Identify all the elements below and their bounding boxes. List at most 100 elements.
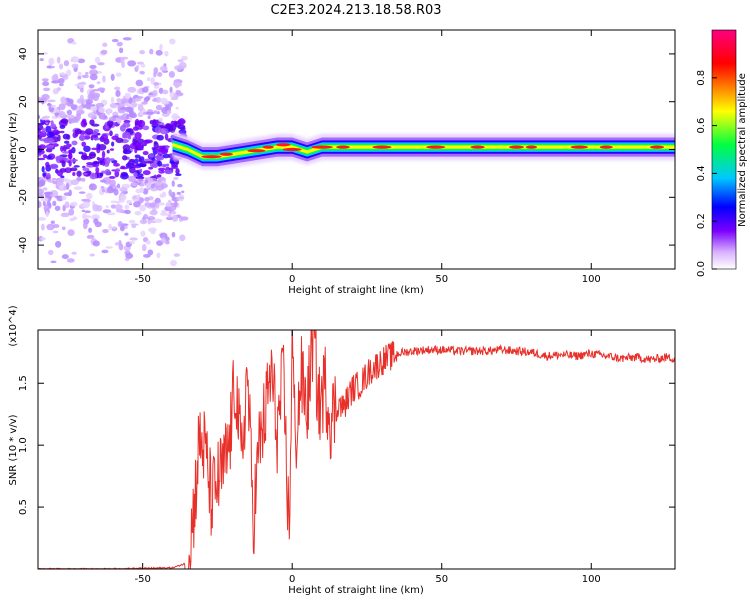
noise-blob [96, 81, 101, 85]
noise-blob [127, 86, 137, 93]
noise-blob [90, 106, 98, 112]
noise-blob [56, 87, 62, 91]
noise-blob [139, 219, 148, 225]
noise-blob [147, 249, 154, 256]
noise-blob [39, 58, 44, 62]
noise-blob [85, 71, 89, 75]
noise-blob [42, 187, 48, 191]
noise-blob [178, 61, 187, 70]
noise-blob [127, 161, 132, 167]
noise-blob [73, 165, 80, 168]
noise-blob [38, 124, 44, 131]
spectrogram-panel: -50 0 50 100 -40 -20 0 20 40 Height of straight … [8, 29, 676, 296]
noise-blob [70, 104, 78, 111]
noise-blob [135, 79, 144, 87]
noise-blob [149, 120, 154, 125]
noise-blob [137, 176, 143, 180]
noise-blob [88, 84, 95, 89]
noise-blob [171, 180, 175, 187]
noise-blob [70, 179, 79, 186]
noise-blob [48, 249, 54, 256]
noise-blob [141, 101, 148, 105]
noise-blob [97, 143, 107, 151]
noise-blob [159, 127, 169, 135]
noise-blob [157, 160, 163, 167]
noise-blob [76, 113, 82, 121]
noise-blob [58, 185, 64, 190]
noise-blob [168, 71, 175, 78]
noise-blob [55, 240, 62, 248]
noise-blob [140, 71, 145, 75]
colorbar-tick-label: 0.4 [696, 165, 707, 181]
noise-blob [128, 175, 137, 183]
noise-blob [129, 166, 136, 174]
noise-blob [54, 195, 60, 199]
snr-ylabel: SNR (10 * v/v) [8, 414, 19, 485]
noise-blob [81, 141, 87, 147]
noise-blob [48, 57, 55, 65]
noise-blob [156, 174, 162, 178]
noise-blob [160, 163, 168, 168]
noise-blob [144, 197, 150, 202]
noise-blob [116, 97, 122, 103]
noise-blob [142, 125, 150, 131]
snr-ytick-label: 0.5 [18, 499, 29, 515]
noise-blob [112, 226, 116, 229]
snr-ytick-label: 1.5 [18, 375, 29, 391]
snr-frame [37, 329, 676, 570]
noise-blob [156, 154, 161, 162]
noise-blob [106, 108, 113, 113]
noise-blob [168, 189, 172, 197]
noise-blob [124, 209, 131, 215]
noise-blob [72, 171, 76, 177]
snr-xtick-label: 100 [582, 574, 601, 585]
noise-blob [155, 96, 162, 103]
noise-blob [169, 128, 176, 133]
snr-xtick-label: -50 [134, 574, 150, 585]
noise-blob [65, 143, 72, 148]
noise-blob [55, 179, 64, 187]
noise-blob [51, 177, 57, 181]
noise-blob [69, 167, 78, 172]
noise-blob [171, 214, 179, 222]
noise-blob [61, 212, 70, 216]
noise-blob [89, 69, 98, 76]
noise-blob [42, 81, 50, 87]
noise-blob [68, 208, 75, 216]
noise-blob [129, 110, 135, 117]
noise-blob [110, 200, 118, 204]
noise-blob [78, 204, 88, 208]
noise-blob [153, 82, 160, 86]
noise-blob [136, 120, 142, 126]
ridge-peak [372, 145, 392, 149]
noise-blob [159, 65, 168, 72]
noise-blob [152, 89, 158, 97]
noise-blob [46, 173, 51, 179]
noise-blob [73, 186, 83, 191]
noise-blob [150, 187, 158, 192]
noise-blob [66, 134, 71, 140]
noise-blob [81, 177, 86, 182]
noise-blob [62, 156, 67, 160]
noise-blob [128, 219, 136, 224]
noise-blob [46, 103, 52, 107]
noise-blob [91, 147, 99, 151]
noise-blob [38, 144, 47, 150]
noise-blob [177, 59, 184, 63]
noise-blob [180, 216, 189, 221]
noise-blob [50, 123, 57, 129]
noise-blob [148, 154, 155, 158]
noise-blob [123, 149, 132, 155]
noise-blob [85, 192, 93, 200]
noise-blob [119, 187, 128, 192]
noise-blob [149, 202, 158, 208]
noise-blob [61, 160, 66, 168]
noise-blob [85, 102, 92, 110]
noise-blob [48, 144, 55, 148]
spectrogram-xtick-label: 0 [289, 274, 295, 285]
noise-blob [158, 87, 164, 94]
noise-blob [173, 253, 180, 257]
noise-blob [38, 201, 42, 209]
noise-blob [92, 240, 100, 247]
noise-blob [146, 216, 156, 221]
